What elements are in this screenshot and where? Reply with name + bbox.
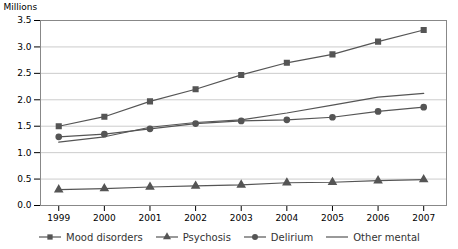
svg-text:1999: 1999 — [47, 213, 70, 223]
svg-text:1.5: 1.5 — [17, 121, 31, 131]
svg-text:2003: 2003 — [230, 213, 253, 223]
html-text:Psychosis: Psychosis — [182, 231, 231, 243]
svg-text:Millions: Millions — [4, 2, 38, 12]
svg-text:0.0: 0.0 — [17, 200, 32, 210]
svg-text:3.0: 3.0 — [17, 42, 32, 52]
html-text:Other mental: Other mental — [353, 231, 420, 243]
html-text:Delirium: Delirium — [270, 231, 314, 243]
html-text:Mood disorders: Mood disorders — [66, 231, 143, 243]
svg-text:2005: 2005 — [321, 213, 344, 223]
svg-text:0.5: 0.5 — [17, 174, 31, 184]
svg-text:2000: 2000 — [93, 213, 116, 223]
svg-text:2004: 2004 — [275, 213, 298, 223]
svg-text:3.5: 3.5 — [17, 15, 31, 25]
svg-text:1.0: 1.0 — [17, 148, 32, 158]
svg-text:2.0: 2.0 — [17, 95, 32, 105]
svg-text:2006: 2006 — [367, 213, 390, 223]
svg-text:2001: 2001 — [139, 213, 162, 223]
svg-text:2007: 2007 — [412, 213, 435, 223]
svg-text:2.5: 2.5 — [17, 68, 31, 78]
svg-text:2002: 2002 — [184, 213, 207, 223]
